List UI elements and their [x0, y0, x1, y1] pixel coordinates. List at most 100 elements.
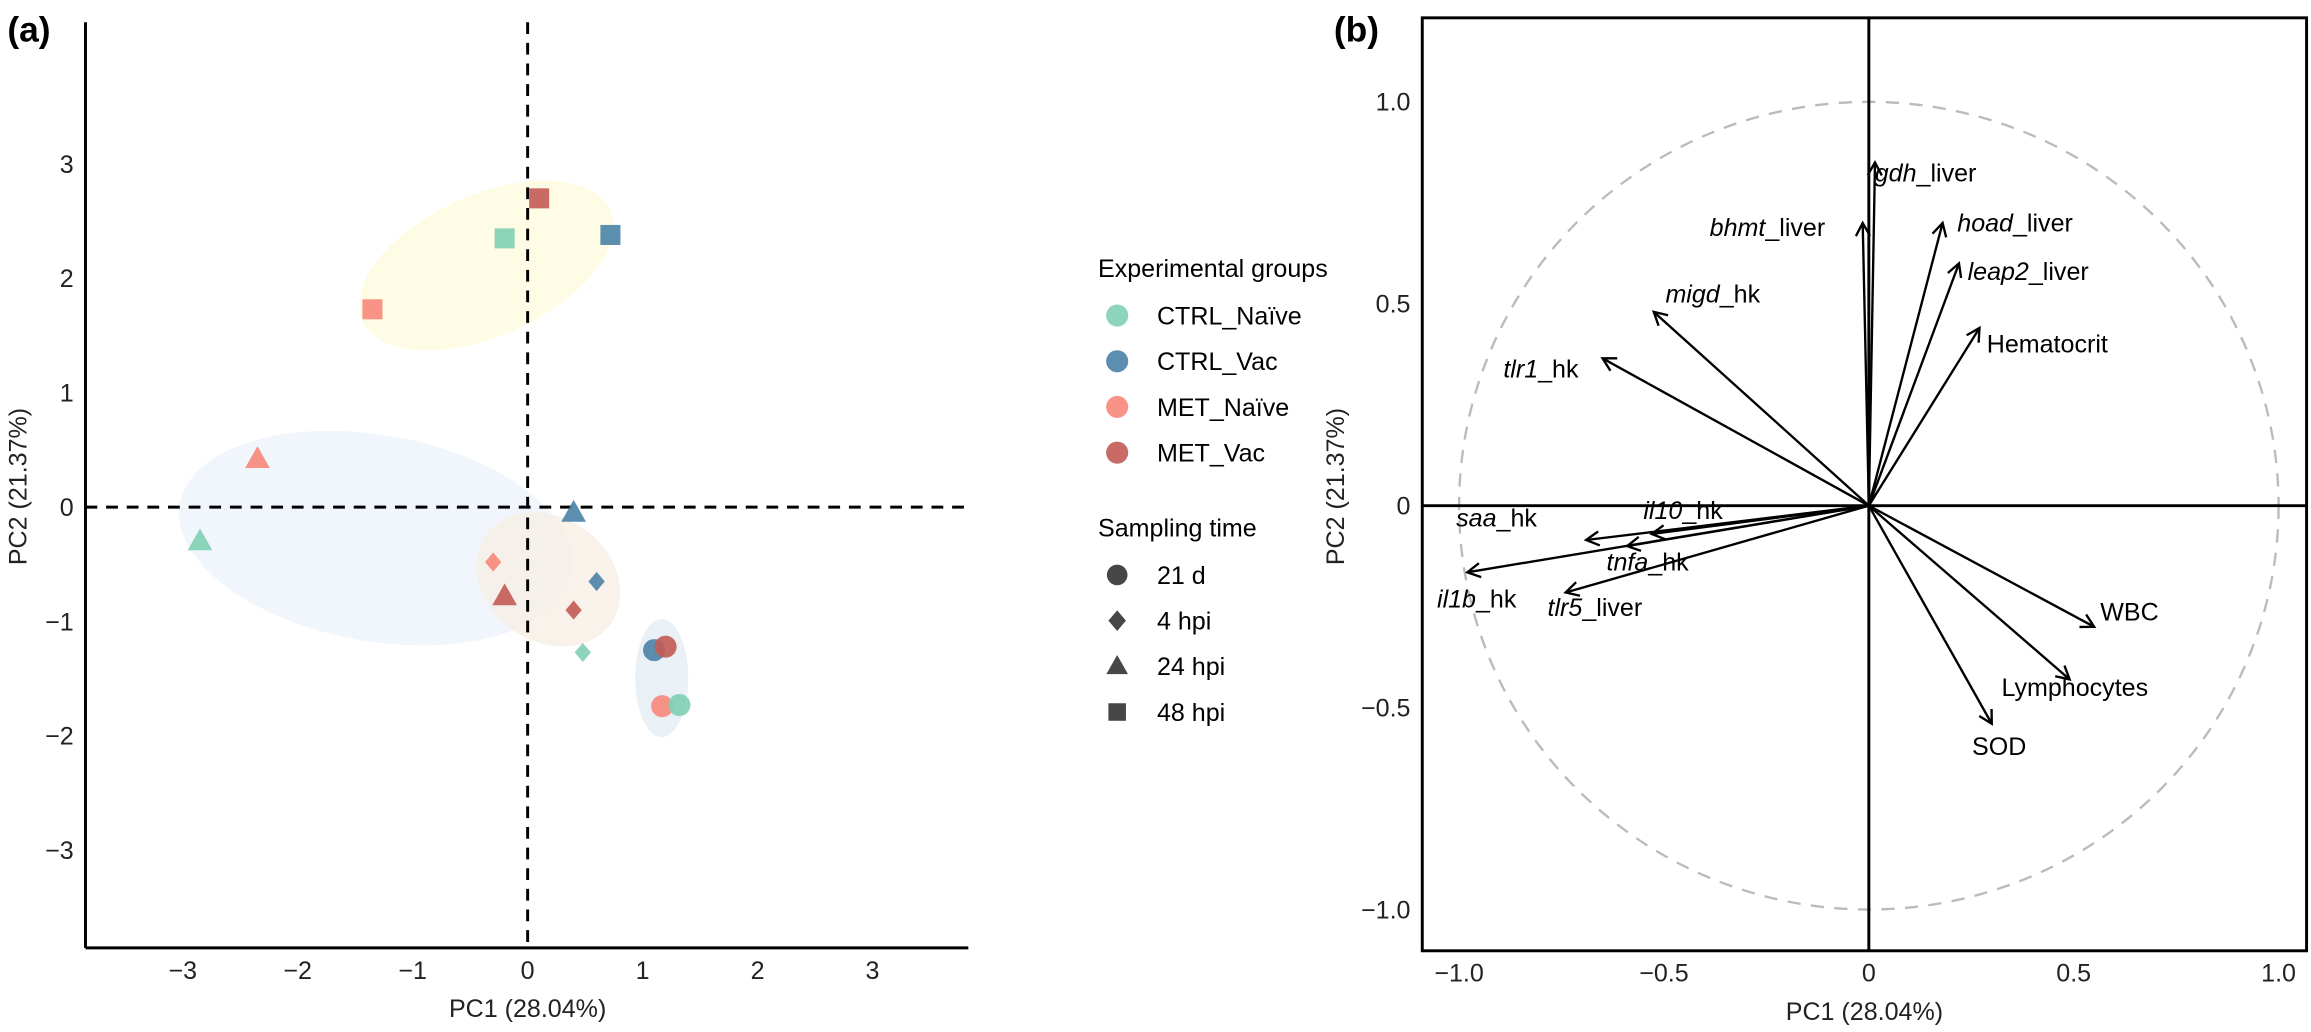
y-tick-label: 0: [60, 494, 74, 522]
data-point: [574, 642, 591, 662]
data-point: [588, 571, 605, 592]
y-tick-label: 2: [60, 265, 74, 293]
data-point: [492, 583, 518, 606]
loading-arrow: [1861, 222, 1871, 506]
arrow-head: [2079, 613, 2097, 629]
x-tick-label: −1.0: [1434, 960, 1483, 988]
legend-group-label: CTRL_Vac: [1157, 348, 1278, 376]
x-tick-label: 1.0: [2261, 960, 2296, 988]
loading-arrow: [1652, 310, 1870, 507]
loading-arrow: [1565, 504, 1870, 594]
variable-label: il1b_hk: [1437, 585, 1517, 613]
data-point: [561, 499, 587, 522]
gene-name: tnfa: [1606, 549, 1648, 577]
gene-name: leap2: [1968, 258, 2029, 286]
data-point: [600, 224, 621, 245]
legend-groups-title: Experimental groups: [1098, 255, 1328, 283]
y-axis-title: PC2 (21.37%): [5, 408, 33, 565]
arrow-head: [1583, 530, 1601, 547]
variable-label: leap2_liver: [1968, 258, 2089, 286]
ellipse-48hpi: [359, 180, 614, 351]
y-tick-label: 0: [1397, 493, 1411, 521]
arrow-head: [2054, 665, 2072, 681]
y-tick-label: 1.0: [1376, 89, 1411, 117]
x-tick-label: −2: [283, 957, 312, 985]
x-axis-title: PC1 (28.04%): [449, 995, 606, 1023]
y-axis-title: PC2 (21.37%): [1322, 408, 1350, 565]
label-suffix: _liver: [1916, 159, 1977, 187]
data-point: [485, 552, 502, 572]
loading-arrow: [1585, 504, 1869, 542]
variable-label: saa_hk: [1456, 504, 1537, 532]
label-suffix: SOD: [1972, 733, 2026, 761]
variable-label: migd_hk: [1665, 280, 1760, 308]
y-tick-label: −1: [45, 608, 74, 636]
legend-time-symbol: [1106, 564, 1128, 586]
label-suffix: _hk: [1496, 504, 1538, 532]
arrow-head: [1600, 357, 1618, 372]
x-tick-label: 1: [636, 957, 650, 985]
y-tick-label: 3: [60, 151, 74, 179]
legend-time-label: 48 hpi: [1157, 699, 1225, 727]
label-suffix: _hk: [1681, 497, 1723, 525]
legend-time-symbol: [1106, 654, 1129, 675]
loading-arrow: [1867, 262, 1961, 507]
y-tick-label: 1: [60, 380, 74, 408]
label-suffix: Lymphocytes: [2001, 674, 2148, 702]
variable-label: Lymphocytes: [2001, 674, 2148, 702]
legend-group-label: CTRL_Naïve: [1157, 302, 1302, 330]
arrow-head: [1563, 581, 1581, 597]
label-suffix: _hk: [1719, 280, 1761, 308]
label-suffix: Hematocrit: [1987, 330, 2108, 358]
legend-time-title: Sampling time: [1098, 515, 1257, 543]
loading-arrow: [1867, 222, 1944, 506]
data-point: [651, 695, 674, 718]
gene-name: bhmt: [1710, 214, 1767, 242]
loading-arrow: [1867, 505, 1993, 725]
legend-time-symbol: [1108, 703, 1126, 721]
arrow-head: [1649, 524, 1666, 541]
label-suffix: _hk: [1537, 355, 1579, 383]
gene-name: saa: [1456, 504, 1496, 532]
label-suffix: _hk: [1475, 585, 1517, 613]
data-point: [654, 635, 677, 658]
panel-a-score-plot: −3 −2 −1 0 1 2 3 −3 −2 −1 0 1 2 3 PC1 (28.04%) PC2 (21.…: [5, 22, 969, 1023]
gene-name: hoad: [1957, 210, 2014, 238]
x-tick-label: 0.5: [2056, 960, 2091, 988]
x-tick-label: 2: [751, 957, 765, 985]
legend-time-label: 24 hpi: [1157, 653, 1225, 681]
variable-label: SOD: [1972, 733, 2026, 761]
label-suffix: _liver: [2028, 258, 2089, 286]
legend-group-swatch: [1106, 441, 1129, 464]
variable-label: tnfa_hk: [1606, 549, 1689, 577]
plot-frame: [1420, 16, 2309, 953]
y-tick-label: −3: [45, 837, 74, 865]
legend-time-label: 4 hpi: [1157, 607, 1211, 635]
loading-arrow: [1867, 327, 1981, 507]
label-suffix: _liver: [1581, 594, 1642, 622]
data-point: [187, 528, 213, 551]
variable-label: tlr1_hk: [1503, 355, 1579, 383]
panel-a-tag: (a): [7, 10, 50, 49]
label-suffix: _liver: [2012, 210, 2073, 238]
legend-group-swatch: [1106, 304, 1129, 327]
panel-b-tag: (b): [1334, 10, 1379, 49]
loading-arrow: [1868, 504, 2095, 628]
arrow-head: [1651, 310, 1669, 327]
arrow-head: [1947, 261, 1963, 279]
legend: Experimental groups Sampling time CTRL_N…: [1098, 255, 1328, 727]
loading-arrow: [1601, 357, 1870, 507]
arrow-head: [1978, 709, 1993, 726]
variable-label: gdh_liver: [1875, 159, 1977, 187]
label-suffix: _liver: [1764, 214, 1825, 242]
gene-name: il1b: [1437, 585, 1476, 613]
x-tick-label: −3: [168, 957, 197, 985]
ellipse-24hpi: [179, 430, 573, 646]
x-tick-label: 0: [521, 957, 535, 985]
loading-arrow: [1868, 504, 2071, 681]
arrow-head: [1931, 220, 1948, 238]
arrow-head: [1966, 325, 1981, 343]
data-point: [668, 693, 691, 717]
y-tick-label: −2: [45, 723, 74, 751]
